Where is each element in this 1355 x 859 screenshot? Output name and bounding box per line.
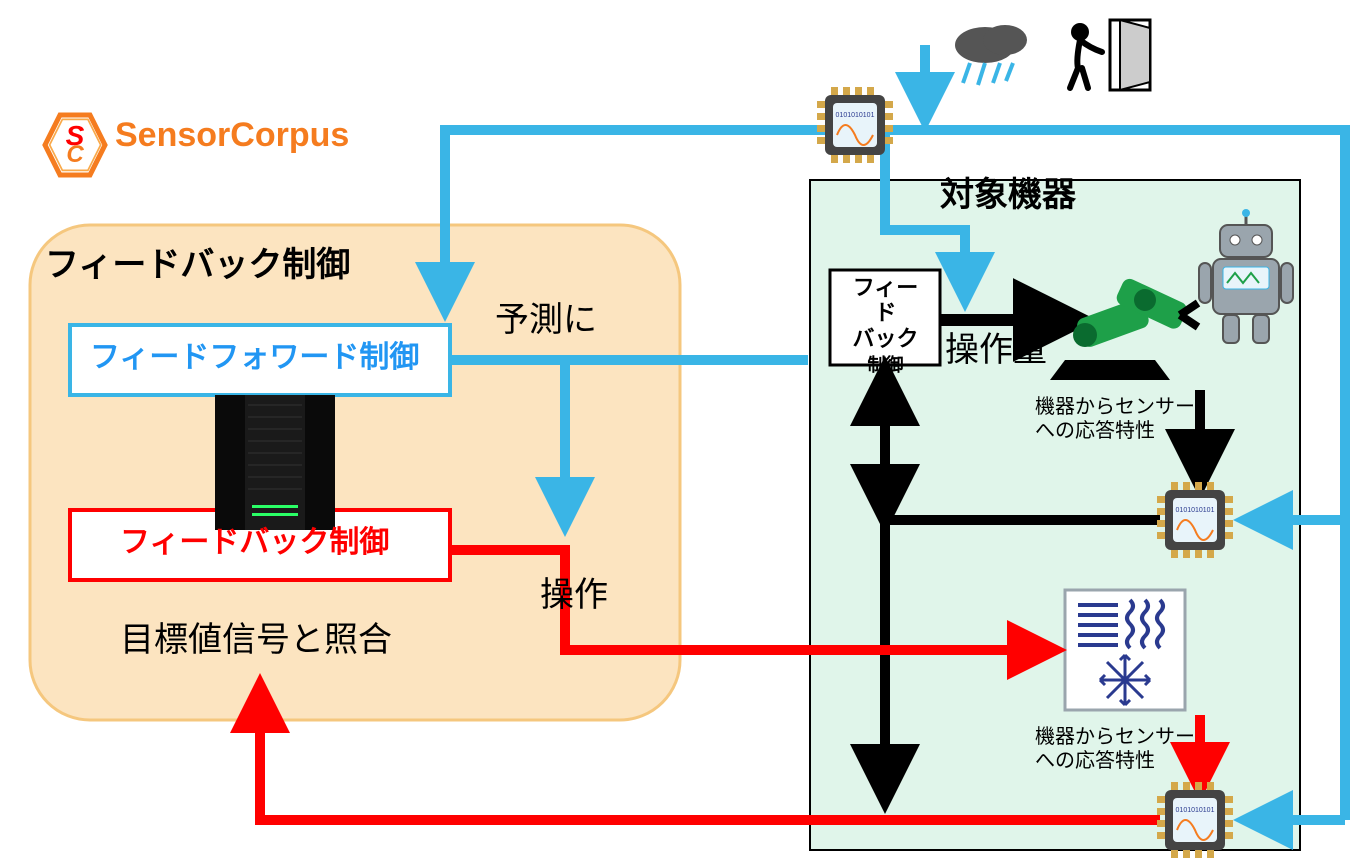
predict-label: 予測に — [495, 300, 597, 341]
compare-label: 目標値信号と照合 — [120, 620, 392, 661]
svg-text:C: C — [66, 141, 84, 168]
inner-box-line2: バック — [852, 326, 918, 351]
op-amount-label: 操作量 — [945, 330, 1047, 371]
inner-box-line1: フィード — [853, 275, 919, 325]
right-panel-title: 対象機器 — [940, 175, 1076, 216]
sensor-response-label-lower: 機器からセンサー への応答特性 — [1035, 725, 1195, 773]
chip-icon-upper-right: 0101010101 — [1157, 482, 1233, 558]
chip-icon-top: 0101010101 — [817, 87, 893, 163]
server-icon — [215, 395, 335, 530]
sensor-response-label-upper: 機器からセンサー への応答特性 — [1035, 395, 1195, 443]
inner-box-line3: 制御 — [868, 355, 904, 375]
chip-icon-lower-right: 0101010101 — [1157, 782, 1233, 858]
brand-logo-icon: S C — [45, 115, 105, 175]
left-panel-title: フィードバック制御 — [45, 245, 350, 286]
svg-text:0101010101: 0101010101 — [1176, 507, 1215, 514]
svg-text:0101010101: 0101010101 — [1176, 807, 1215, 814]
rain-icon — [955, 25, 1027, 85]
svg-text:0101010101: 0101010101 — [836, 112, 875, 119]
feedforward-label: フィードフォワード制御 — [90, 340, 419, 376]
snowflake-icon — [1100, 655, 1150, 705]
feedback-label: フィードバック制御 — [120, 525, 389, 561]
brand-name: SensorCorpus — [115, 115, 349, 156]
person-door-icon — [1070, 20, 1150, 90]
operate-label: 操作 — [540, 575, 608, 616]
inner-feedback-box-text: フィード バック 制御 — [843, 275, 928, 376]
